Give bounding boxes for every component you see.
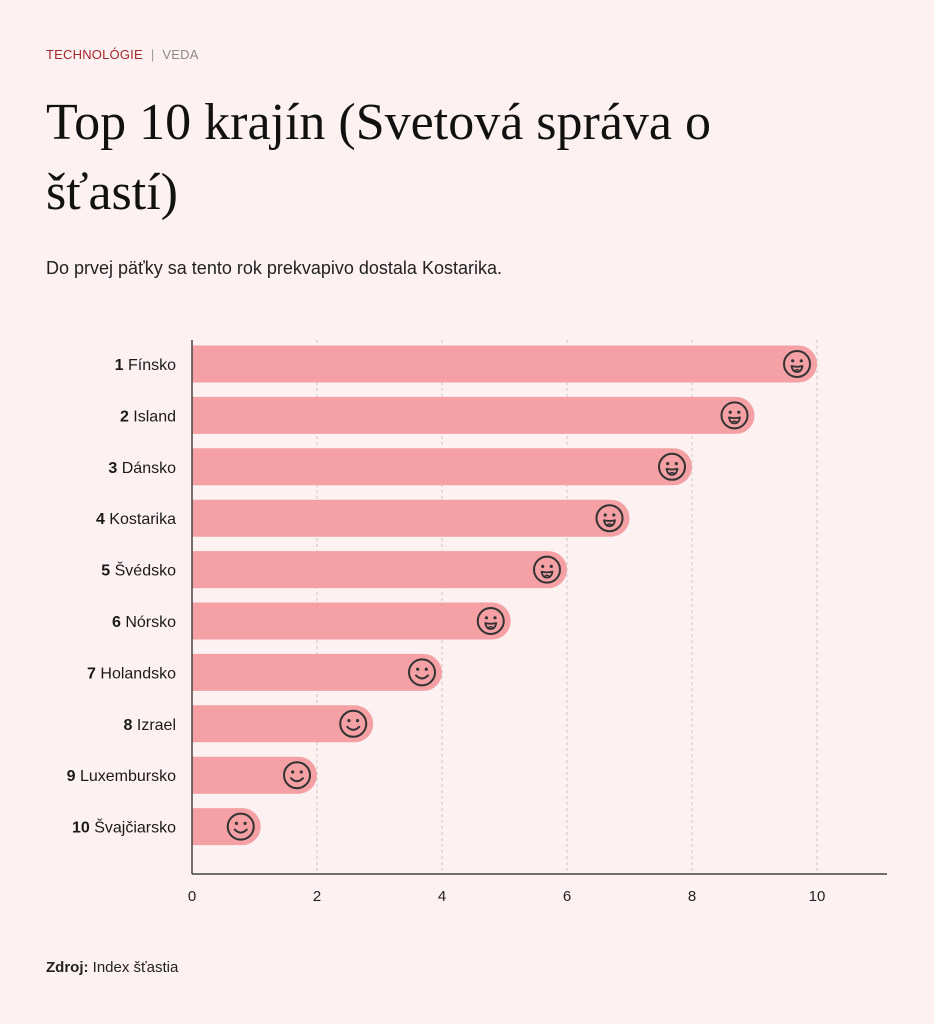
x-tick-label: 8 [688, 888, 696, 905]
x-tick-label: 10 [809, 888, 826, 905]
bar [192, 756, 317, 794]
smile-icon [339, 709, 368, 738]
chart-title: Top 10 krajín (Svetová správa o šťastí) [46, 94, 711, 221]
bar [192, 499, 630, 537]
bar [192, 653, 443, 691]
chart-subtitle: Do prvej päťky sa tento rok prekvapivo d… [46, 258, 502, 278]
category-label: 9 Luxembursko [67, 768, 177, 785]
category-label: 1 Fínsko [115, 357, 176, 374]
source-text: Index šťastia [92, 959, 179, 976]
category-label: 4 Kostarika [96, 511, 176, 528]
smile-icon [283, 761, 311, 790]
x-tick-label: 0 [188, 888, 196, 905]
section-kicker: TECHNOLÓGIE | VEDA [46, 47, 199, 62]
grin-icon [533, 555, 561, 584]
category-label: 8 Izrael [124, 717, 176, 734]
happiness-bar-chart: 1 Fínsko 2 Island 3 Dánsko 4 Kostarika 5 Švé… [67, 340, 887, 905]
bar [192, 396, 755, 434]
category-link[interactable]: TECHNOLÓGIE [46, 47, 143, 62]
smile-icon [408, 658, 436, 687]
grin-icon [783, 350, 811, 378]
bar [192, 602, 511, 640]
category-label: 3 Dánsko [108, 460, 176, 477]
category-label: 5 Švédsko [101, 561, 176, 580]
category-label: 2 Island [120, 408, 176, 425]
kicker-separator: | [150, 47, 155, 62]
grin-icon [658, 452, 686, 481]
category-label: 6 Nórsko [112, 614, 176, 631]
grin-icon [476, 607, 505, 635]
grin-icon [595, 504, 624, 533]
source-note: Zdroj: Index šťastia [46, 959, 178, 976]
bar [192, 448, 692, 486]
bar [192, 345, 817, 383]
bar [192, 551, 567, 589]
category-label: 10 Švajčiarsko [72, 818, 176, 837]
x-tick-label: 6 [563, 888, 571, 905]
x-tick-label: 4 [438, 888, 446, 905]
smile-icon [226, 812, 255, 841]
source-label: Zdroj: [46, 959, 89, 976]
subcategory-link[interactable]: VEDA [162, 47, 199, 62]
bar [192, 808, 261, 846]
grin-icon [720, 401, 749, 430]
x-tick-label: 2 [313, 888, 321, 905]
bar [192, 705, 374, 743]
category-label: 7 Holandsko [87, 665, 176, 682]
